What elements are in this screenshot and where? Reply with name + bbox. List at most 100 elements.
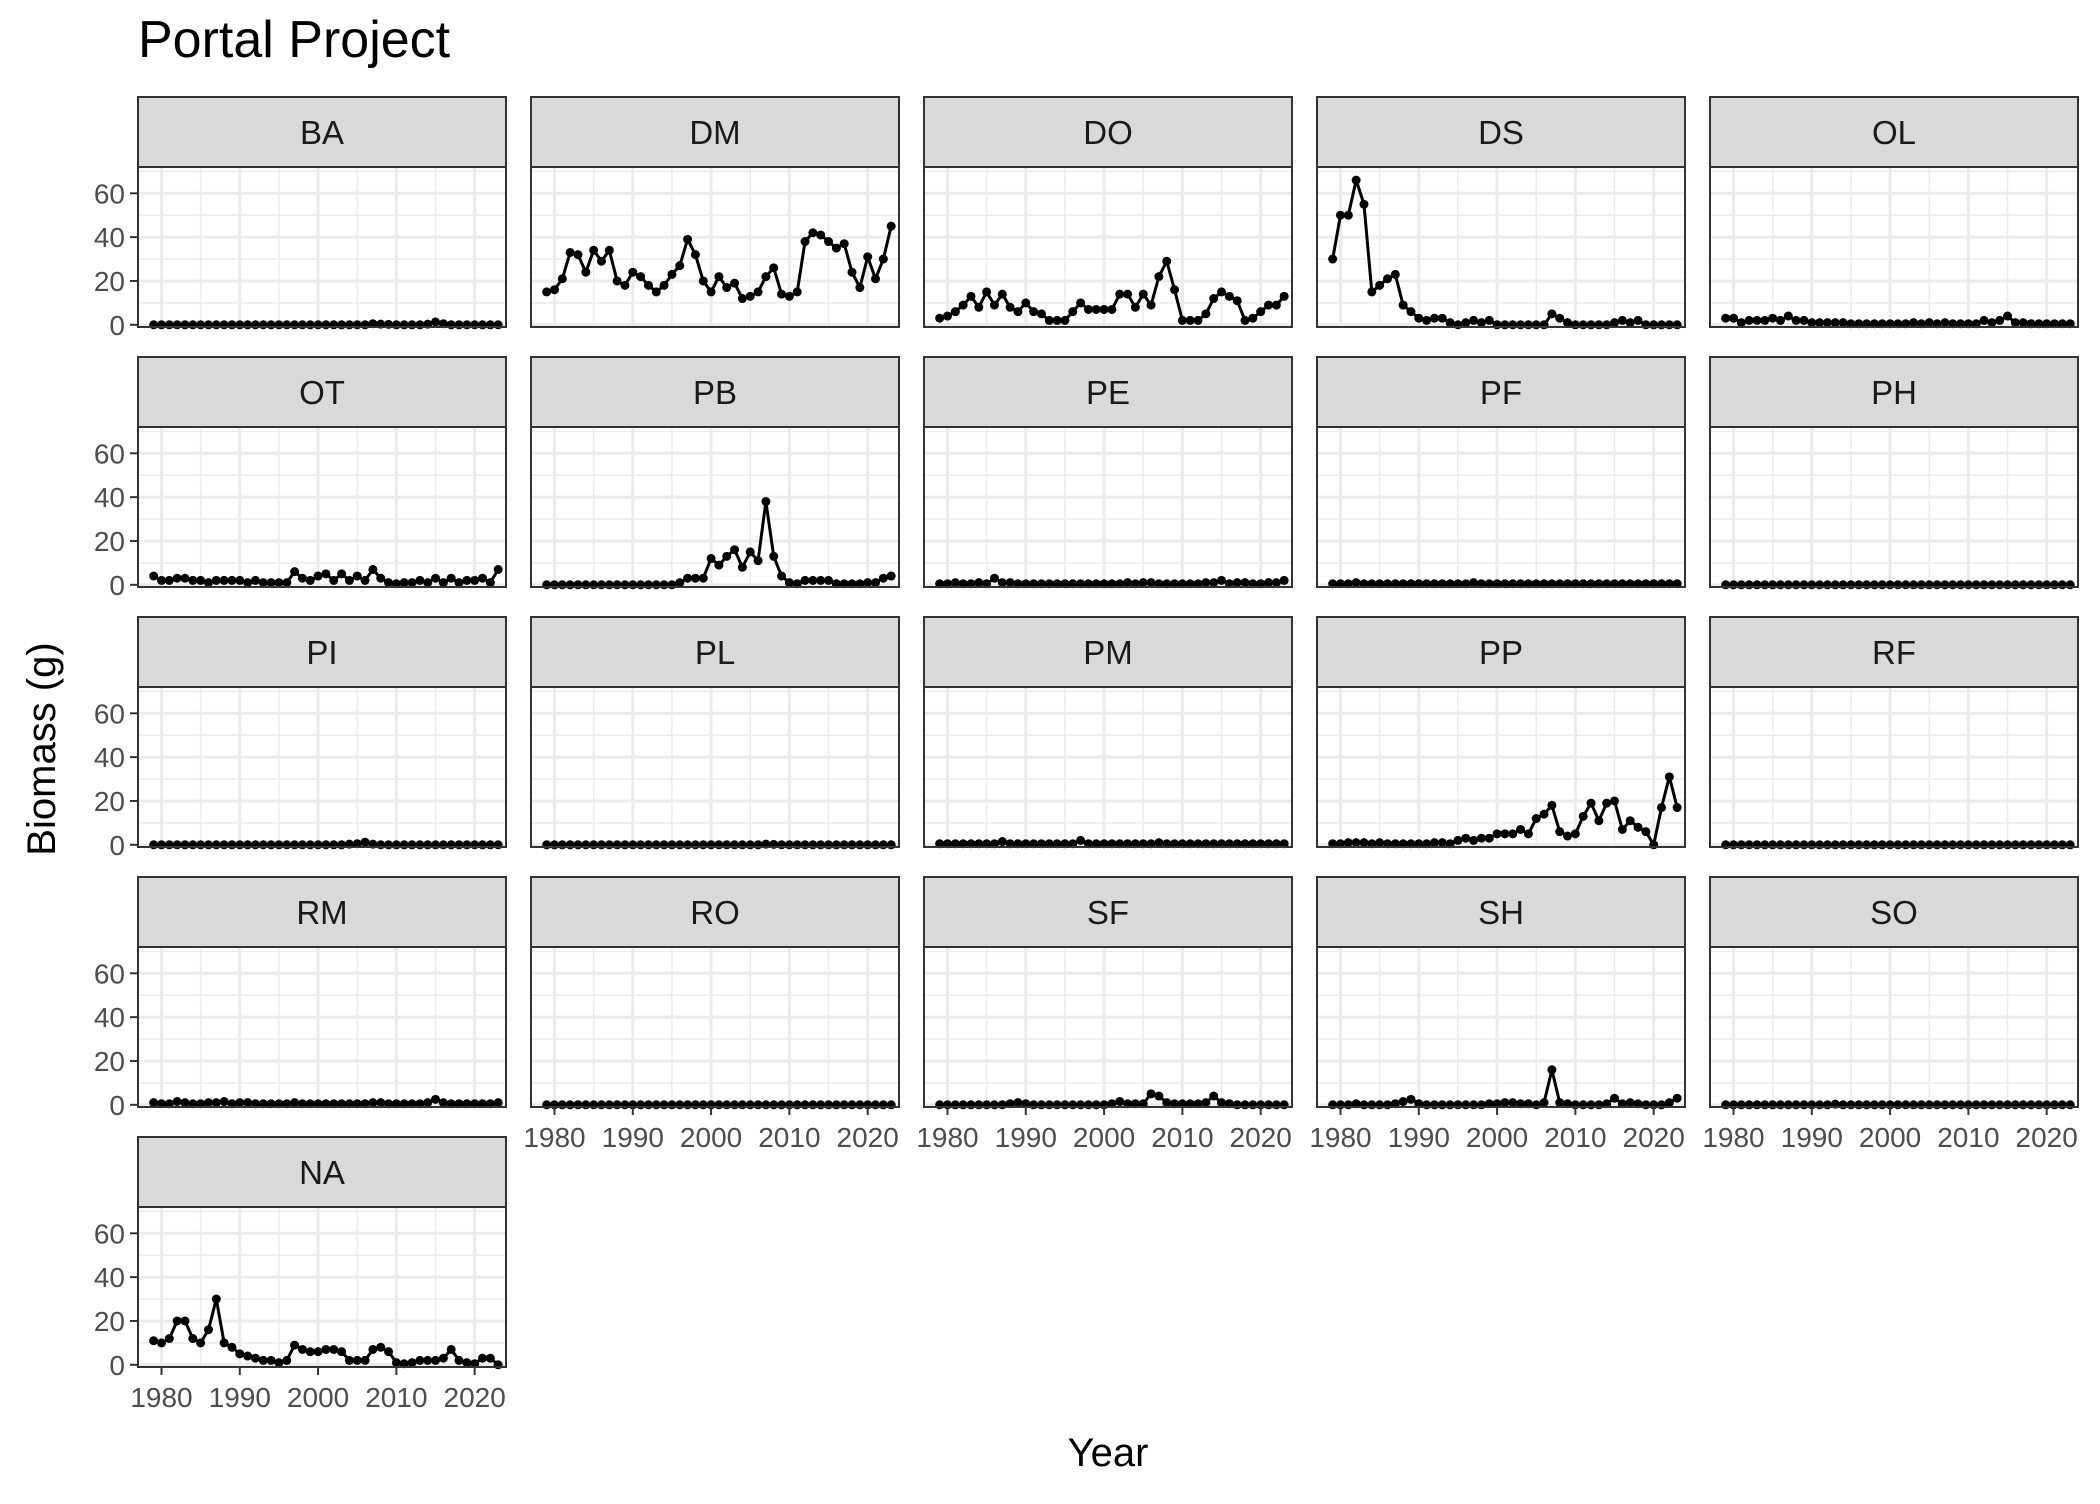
data-point	[438, 319, 448, 329]
y-tick-label: 20	[94, 526, 125, 557]
data-point	[1146, 300, 1156, 310]
data-point	[886, 221, 896, 231]
facet-strip	[1709, 96, 2079, 168]
data-point	[1029, 839, 1039, 849]
data-point	[1547, 800, 1557, 810]
data-point	[816, 575, 826, 585]
data-point	[863, 252, 873, 262]
panel-border	[530, 946, 900, 1108]
data-point	[831, 579, 841, 589]
data-point	[675, 578, 685, 588]
facet-strip-label: DS	[1478, 114, 1524, 151]
panel-border	[530, 686, 900, 848]
x-tick-label: 2020	[837, 1122, 899, 1153]
data-point	[321, 1344, 331, 1354]
data-point	[305, 1099, 315, 1109]
facet-strip	[137, 1136, 507, 1208]
y-tick-label: 20	[94, 266, 125, 297]
facet-panel-rm: RM 0 20 40 60	[94, 876, 507, 1121]
data-point	[329, 1099, 339, 1109]
data-point	[1617, 824, 1627, 834]
facet-panel-pm: PM	[923, 616, 1293, 849]
data-point	[974, 578, 984, 588]
x-tick-label: 2020	[1230, 1122, 1292, 1153]
data-point	[1335, 210, 1345, 220]
data-point	[1201, 1098, 1211, 1108]
data-point	[1649, 579, 1659, 589]
panel-border	[923, 426, 1293, 588]
y-tick-label: 40	[94, 1262, 125, 1293]
data-point	[415, 575, 425, 585]
data-point	[313, 571, 323, 581]
panel-border	[137, 426, 507, 588]
data-point	[1390, 269, 1400, 279]
data-point	[1359, 199, 1369, 209]
data-point	[1664, 579, 1674, 589]
data-point	[690, 573, 700, 583]
data-point	[1343, 210, 1353, 220]
data-point	[196, 1338, 206, 1348]
x-tick-label: 2000	[1073, 1122, 1135, 1153]
panel-border	[1709, 426, 2079, 588]
data-point	[1390, 1099, 1400, 1109]
data-point	[1162, 579, 1172, 589]
data-point	[1091, 579, 1101, 589]
data-point	[391, 1099, 401, 1109]
data-point	[1013, 839, 1023, 849]
data-point	[1625, 816, 1635, 826]
data-point	[423, 1355, 433, 1365]
data-point	[1893, 319, 1903, 329]
data-point	[1586, 579, 1596, 589]
data-point	[1232, 839, 1242, 849]
data-point	[211, 1294, 221, 1304]
data-point	[1130, 839, 1140, 849]
data-point	[958, 300, 968, 310]
data-point	[1115, 579, 1125, 589]
data-point	[352, 839, 362, 849]
data-point	[1154, 1091, 1164, 1101]
data-point	[462, 1099, 472, 1109]
data-point	[1641, 579, 1651, 589]
data-point	[454, 1099, 464, 1109]
data-point	[1193, 1099, 1203, 1109]
data-point	[164, 1334, 174, 1344]
data-point	[1359, 838, 1369, 848]
data-point	[1547, 1065, 1557, 1075]
data-point	[1162, 839, 1172, 849]
data-point	[1445, 839, 1455, 849]
facet-strip-label: DM	[689, 114, 740, 151]
x-tick-label: 2010	[1544, 1122, 1606, 1153]
data-point	[1445, 579, 1455, 589]
data-point	[659, 280, 669, 290]
x-tick-label: 2010	[758, 1122, 820, 1153]
data-point	[604, 245, 614, 255]
data-point	[1846, 319, 1856, 329]
panel-border	[530, 426, 900, 588]
data-point	[188, 1334, 198, 1344]
data-point	[1044, 839, 1054, 849]
data-point	[1461, 579, 1471, 589]
data-point	[1201, 578, 1211, 588]
data-point	[958, 839, 968, 849]
data-point	[454, 578, 464, 588]
data-point	[431, 1355, 441, 1365]
y-tick-label: 0	[109, 1350, 125, 1381]
data-point	[235, 1349, 245, 1359]
data-point	[266, 1355, 276, 1365]
data-point	[266, 578, 276, 588]
data-point	[1005, 839, 1015, 849]
data-point	[1406, 1094, 1416, 1104]
data-point	[391, 1358, 401, 1368]
data-point	[1633, 822, 1643, 832]
facet-strip-label: RF	[1872, 634, 1916, 671]
data-point	[1516, 824, 1526, 834]
data-point	[1076, 835, 1086, 845]
data-point	[1029, 579, 1039, 589]
data-point	[1185, 839, 1195, 849]
data-point	[156, 575, 166, 585]
data-point	[581, 267, 591, 277]
data-point	[1052, 579, 1062, 589]
data-point	[761, 497, 771, 507]
